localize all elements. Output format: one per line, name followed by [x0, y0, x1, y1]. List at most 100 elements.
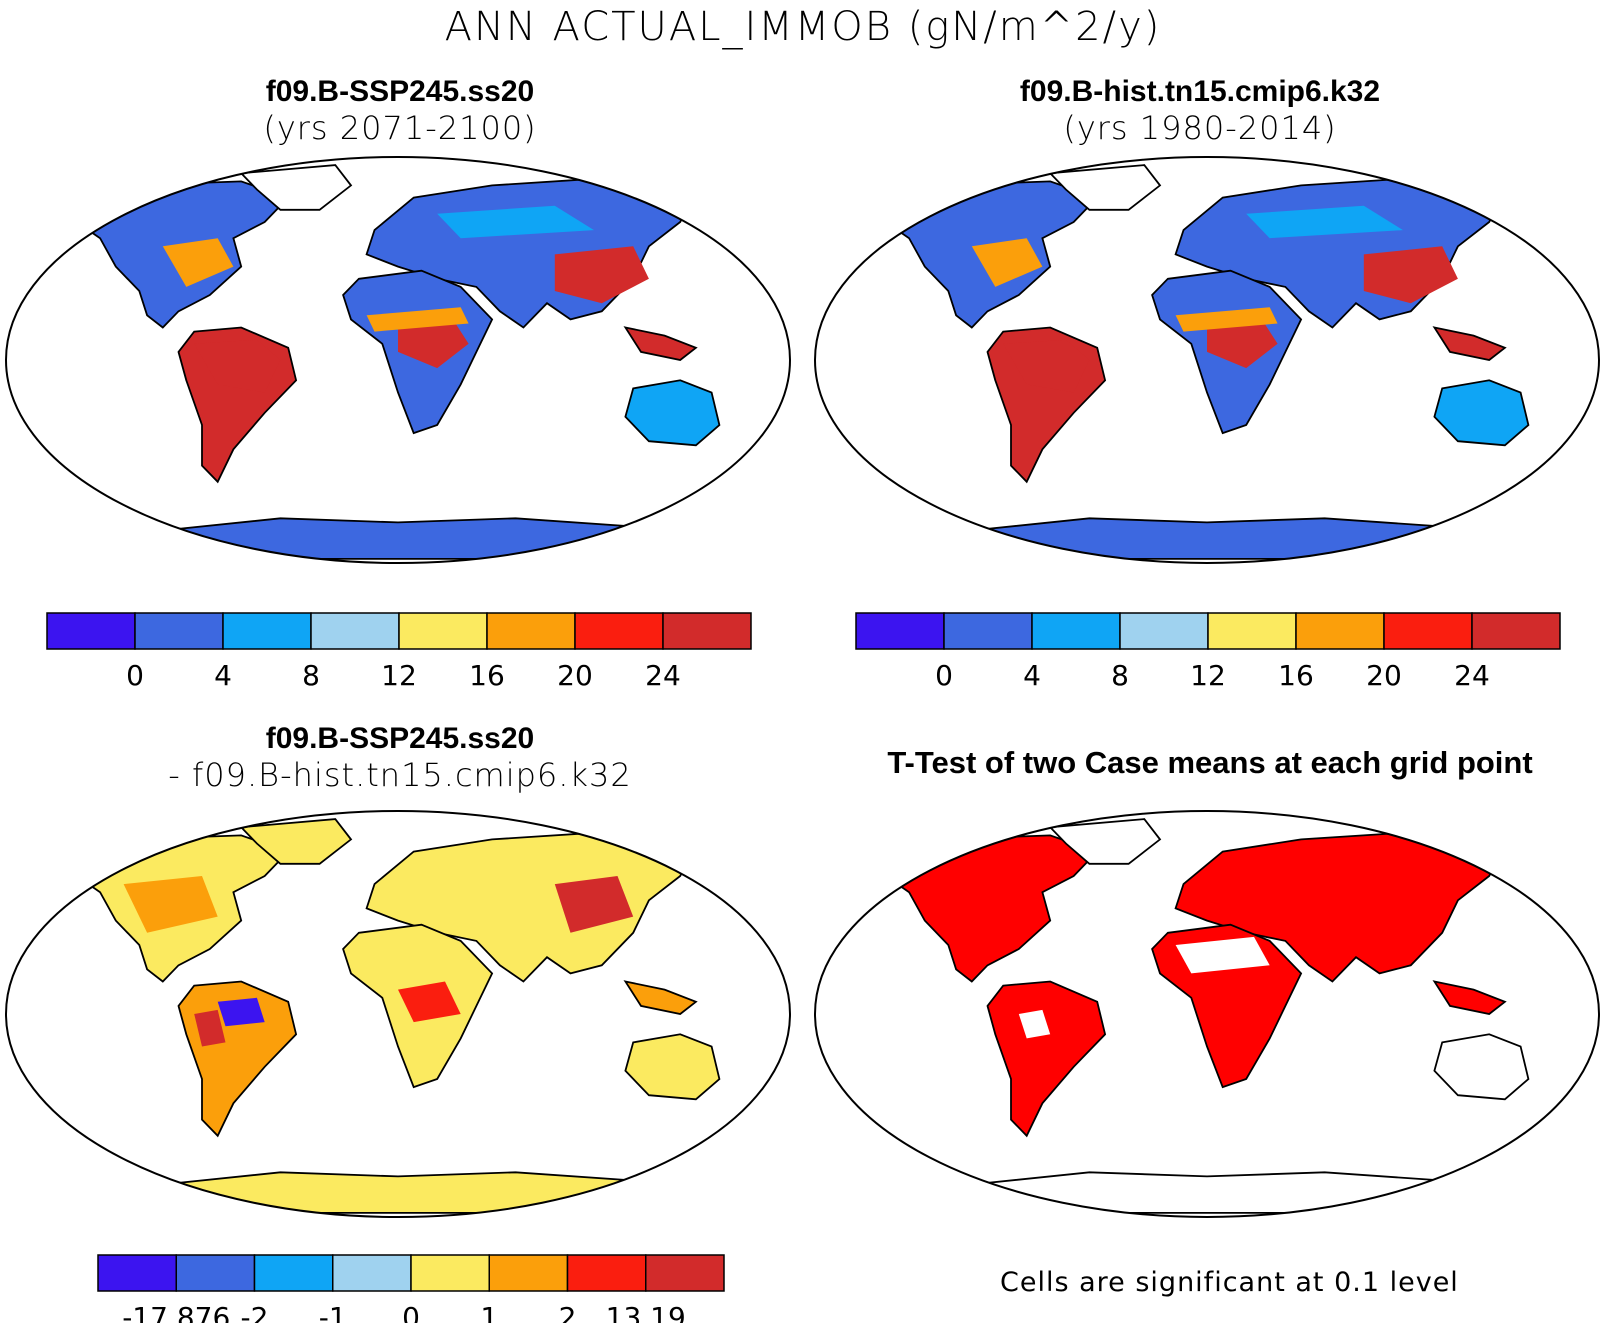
colorbar-tick-label: 4: [214, 659, 232, 692]
colorbar-tick-label: 20: [1366, 659, 1402, 692]
land-seAsia: [623, 326, 698, 361]
colorbar-swatch: [574, 612, 664, 650]
land-northAmerica: [876, 834, 1099, 983]
region-siberia: [1246, 205, 1403, 239]
region-congo: [398, 319, 469, 369]
colorbar-swatch: [310, 612, 400, 650]
panel-1-case: f09.B-SSP245.ss20: [265, 75, 535, 108]
region-andes: [194, 1009, 226, 1047]
colorbar-tick-label: -1: [319, 1301, 347, 1323]
region-sahara-nonsig: [1175, 936, 1270, 974]
colorbar-swatch: [645, 1254, 725, 1292]
region-north-america-increase: [123, 876, 218, 933]
map-border: [5, 810, 791, 1218]
colorbar-swatch: [253, 1254, 334, 1292]
land-seAsia: [1432, 980, 1507, 1015]
land-australia: [624, 1033, 721, 1101]
land-greenland: [1048, 818, 1162, 865]
colorbar-swatch: [46, 612, 136, 650]
colorbar-tick-label: 8: [302, 659, 320, 692]
land-antarctica: [120, 517, 675, 560]
region-us-east: [162, 238, 234, 287]
land-antarctica: [929, 1171, 1484, 1214]
colorbar-tick-label: 0: [402, 1301, 420, 1323]
colorbar-swatch: [855, 612, 945, 650]
colorbar-swatch: [943, 612, 1033, 650]
colorbar-tick-label: 12: [381, 659, 417, 692]
colorbar-panel-1: 0 4 8 12 16 20 24: [46, 612, 752, 692]
colorbar-tick-label: 0: [126, 659, 144, 692]
land-antarctica: [929, 517, 1484, 560]
land-seAsia: [623, 980, 698, 1015]
land-australia: [624, 379, 721, 447]
map-panel-4: [814, 810, 1600, 1218]
colorbar-swatch: [1295, 612, 1385, 650]
panel-4-title: T-Test of two Case means at each grid po…: [840, 745, 1580, 781]
colorbar-swatch: [662, 612, 752, 650]
colorbar-tick-label: 24: [1454, 659, 1490, 692]
colorbar-tick-label: 2: [559, 1301, 577, 1323]
region-sahel: [366, 307, 469, 332]
land-australia: [1433, 1033, 1530, 1101]
land-southAmerica: [986, 980, 1107, 1138]
colorbar-tick-label: -2: [241, 1301, 269, 1323]
colorbar-tick-label: 8: [1111, 659, 1129, 692]
region-amazon-nonsig: [1018, 1009, 1051, 1039]
colorbar-tick-label: 16: [1278, 659, 1314, 692]
map-border: [814, 810, 1600, 1218]
colorbar-swatch: [398, 612, 488, 650]
colorbar-tick-label: 12: [1190, 659, 1226, 692]
region-amazon: [1003, 339, 1090, 393]
colorbar-swatch: [1471, 612, 1561, 650]
panel-3-title: f09.B-SSP245.ss20 - f09.B-hist.tn15.cmip…: [100, 722, 700, 794]
panel-3-case: f09.B-SSP245.ss20: [265, 722, 535, 755]
region-siberia: [437, 205, 594, 239]
colorbar-panel-2: 0 4 8 12 16 20 24: [855, 612, 1561, 692]
region-congo: [1207, 319, 1278, 369]
region-amazon-decrease: [217, 997, 265, 1027]
region-central-africa: [398, 981, 461, 1023]
colorbar-swatch: [1031, 612, 1121, 650]
land-greenland: [239, 818, 353, 865]
map-border: [5, 156, 791, 564]
panel-4-ttest-title: T-Test of two Case means at each grid po…: [887, 745, 1533, 780]
region-amazon: [194, 339, 281, 393]
colorbar-tick-label: 1: [480, 1301, 498, 1323]
map-border: [814, 156, 1600, 564]
colorbar-tick-label: 4: [1023, 659, 1041, 692]
figure-title: ANN ACTUAL_IMMOB (gN/m^2/y): [444, 4, 1162, 50]
region-china: [1363, 246, 1458, 304]
colorbar-swatch: [486, 612, 576, 650]
map-panel-3: [5, 810, 791, 1218]
colorbar-swatch: [175, 1254, 256, 1292]
panel-2-case: f09.B-hist.tn15.cmip6.k32: [1019, 75, 1381, 108]
colorbar-swatch: [488, 1254, 569, 1292]
panel-2-years: (yrs 1980-2014): [1063, 109, 1337, 147]
colorbar-tick-label: -17.876: [122, 1301, 230, 1323]
map-panel-1: [5, 156, 791, 564]
colorbar-swatch: [1207, 612, 1297, 650]
panel-1-title: f09.B-SSP245.ss20 (yrs 2071-2100): [200, 75, 600, 147]
colorbar-swatch: [1119, 612, 1209, 650]
colorbar-swatch: [97, 1254, 177, 1292]
colorbar-swatch: [410, 1254, 490, 1292]
significance-note: Cells are significant at 0.1 level: [1000, 1267, 1459, 1298]
colorbar-panel-3: -17.876 -2 -1 0 1 2 13.19: [97, 1254, 725, 1323]
panel-1-years: (yrs 2071-2100): [263, 109, 537, 147]
land-antarctica: [120, 1171, 675, 1214]
colorbar-tick-label: 20: [557, 659, 593, 692]
colorbar-swatch: [1383, 612, 1473, 650]
land-seAsia: [1432, 326, 1507, 361]
colorbar-tick-label: 0: [935, 659, 953, 692]
land-australia: [1433, 379, 1530, 447]
colorbar-tick-label: 16: [469, 659, 505, 692]
panel-2-title: f09.B-hist.tn15.cmip6.k32 (yrs 1980-2014…: [1000, 75, 1400, 147]
colorbar-swatch: [222, 612, 312, 650]
region-east-asia: [554, 876, 634, 933]
land-greenland: [1048, 164, 1162, 211]
colorbar-swatch: [566, 1254, 647, 1292]
region-sahel: [1175, 307, 1278, 332]
colorbar-swatch: [332, 1254, 412, 1292]
region-us-east: [971, 238, 1043, 287]
